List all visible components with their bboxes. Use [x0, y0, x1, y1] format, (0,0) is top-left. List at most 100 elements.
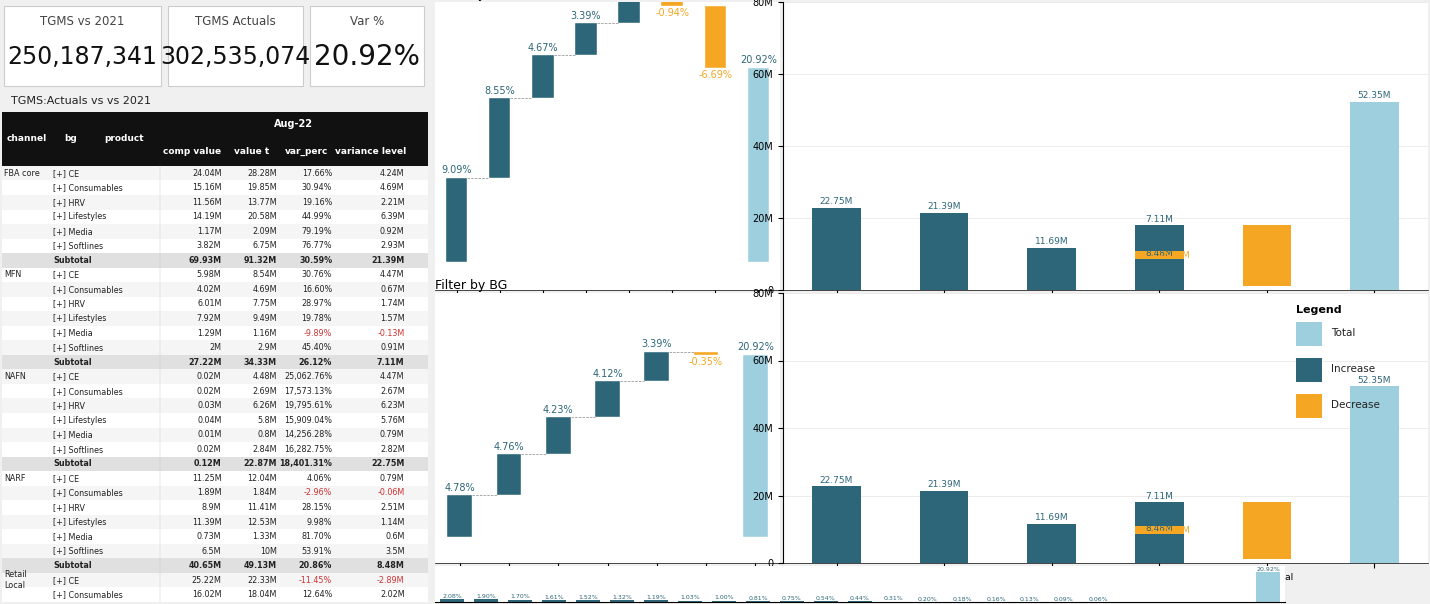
Text: 79.19%: 79.19% — [302, 227, 332, 236]
Text: 5.76M: 5.76M — [380, 416, 405, 425]
FancyBboxPatch shape — [1, 544, 428, 558]
FancyBboxPatch shape — [160, 112, 428, 137]
Text: 7.92M: 7.92M — [197, 314, 222, 323]
Text: [+] CE: [+] CE — [53, 169, 79, 178]
Text: -0.35%: -0.35% — [689, 357, 724, 367]
Text: [+] Media: [+] Media — [53, 532, 93, 541]
Text: 4.76%: 4.76% — [493, 442, 525, 452]
Text: 12.04M: 12.04M — [247, 474, 277, 483]
Bar — [744, 355, 768, 537]
Text: 28.97%: 28.97% — [302, 300, 332, 309]
Text: Subtotal: Subtotal — [53, 460, 92, 468]
Text: [+] Consumables: [+] Consumables — [53, 387, 123, 396]
Text: 17,573.13%: 17,573.13% — [285, 387, 332, 396]
Text: 45.40%: 45.40% — [302, 343, 332, 352]
Text: NARF: NARF — [4, 474, 26, 483]
FancyBboxPatch shape — [1, 399, 428, 413]
Text: 0.79M: 0.79M — [380, 474, 405, 483]
Text: 2.51M: 2.51M — [380, 503, 405, 512]
Text: 52.35M: 52.35M — [1357, 91, 1391, 100]
Text: [+] HRV: [+] HRV — [53, 198, 86, 207]
Bar — [919, 491, 968, 563]
Text: channel: channel — [6, 135, 47, 143]
Text: 7.11M: 7.11M — [1145, 214, 1173, 223]
Text: 6.01M: 6.01M — [197, 300, 222, 309]
Text: 1.57M: 1.57M — [380, 314, 405, 323]
Bar — [1135, 260, 1184, 290]
Bar — [546, 417, 571, 454]
Text: MFN: MFN — [4, 271, 21, 280]
Bar — [489, 98, 511, 178]
Text: [+] Softlines: [+] Softlines — [53, 242, 103, 250]
Bar — [1243, 503, 1291, 559]
Text: 53.91%: 53.91% — [302, 547, 332, 556]
Text: 2.93M: 2.93M — [380, 242, 405, 250]
Text: 18.04M: 18.04M — [247, 590, 277, 599]
Text: 1.74M: 1.74M — [380, 300, 405, 309]
Text: 0.81%: 0.81% — [748, 596, 768, 601]
Text: -0.13M: -0.13M — [378, 329, 405, 338]
Text: 19.85M: 19.85M — [247, 183, 277, 192]
Text: comp value: comp value — [163, 147, 220, 156]
Bar — [448, 495, 472, 537]
Text: -16.73M: -16.73M — [1248, 526, 1286, 535]
Text: Subtotal: Subtotal — [53, 561, 92, 570]
Bar — [814, 601, 838, 602]
Bar — [678, 600, 702, 602]
Text: 8.48M: 8.48M — [1145, 524, 1173, 533]
FancyBboxPatch shape — [160, 137, 428, 166]
Text: 8.48M: 8.48M — [1145, 249, 1173, 258]
Text: 91.32M: 91.32M — [243, 256, 277, 265]
Text: 4.48M: 4.48M — [252, 372, 277, 381]
Text: 1.89M: 1.89M — [197, 489, 222, 498]
Text: NAFN: NAFN — [4, 372, 26, 381]
Text: 22.75M: 22.75M — [372, 460, 405, 468]
Text: 4.06%: 4.06% — [307, 474, 332, 483]
FancyBboxPatch shape — [1, 224, 428, 239]
FancyBboxPatch shape — [1, 486, 428, 500]
Text: TGMS vs 2021: TGMS vs 2021 — [40, 15, 124, 28]
Bar — [1350, 101, 1399, 290]
Bar — [1350, 387, 1399, 563]
Text: Subtotal: Subtotal — [53, 358, 92, 367]
FancyBboxPatch shape — [1, 370, 428, 384]
Text: 30.76%: 30.76% — [302, 271, 332, 280]
Text: Var %: Var % — [350, 15, 385, 28]
Bar — [576, 600, 601, 602]
Bar — [919, 213, 968, 290]
Bar — [475, 599, 498, 602]
Text: 6.23M: 6.23M — [380, 401, 405, 410]
FancyBboxPatch shape — [1, 384, 428, 399]
Text: -16.73M: -16.73M — [1248, 251, 1286, 260]
FancyBboxPatch shape — [1, 500, 428, 515]
Text: Subtotal: Subtotal — [53, 256, 92, 265]
Text: bg: bg — [64, 135, 77, 143]
Text: 21.39M: 21.39M — [928, 480, 961, 489]
Bar — [542, 600, 566, 602]
Text: 2.02M: 2.02M — [380, 590, 405, 599]
Text: 22.87M: 22.87M — [243, 460, 277, 468]
Text: 1.19%: 1.19% — [646, 595, 666, 600]
Text: 21.39M: 21.39M — [928, 202, 961, 211]
Text: 4.78%: 4.78% — [445, 483, 475, 493]
Text: 0.67M: 0.67M — [380, 285, 405, 294]
Text: TGMS Actuals: TGMS Actuals — [194, 15, 276, 28]
Text: [+] Lifestyles: [+] Lifestyles — [53, 518, 106, 527]
Text: 0.12M: 0.12M — [193, 460, 222, 468]
Bar — [1028, 248, 1075, 290]
Text: 1.17M: 1.17M — [197, 227, 222, 236]
Text: 1.61%: 1.61% — [545, 594, 563, 600]
Text: 0.03M: 0.03M — [197, 401, 222, 410]
Text: Increase: Increase — [1331, 364, 1374, 374]
Bar — [618, 0, 639, 24]
FancyBboxPatch shape — [1, 457, 428, 471]
Text: Filter by channel: Filter by channel — [435, 0, 539, 1]
Text: 27.22M: 27.22M — [187, 358, 222, 367]
FancyBboxPatch shape — [1, 311, 428, 326]
Text: 8.48M: 8.48M — [376, 561, 405, 570]
Text: [+] CE: [+] CE — [53, 474, 79, 483]
Text: 0.6M: 0.6M — [385, 532, 405, 541]
Text: 0.44%: 0.44% — [849, 596, 869, 602]
Text: 8.55%: 8.55% — [485, 86, 515, 96]
Text: 1.32%: 1.32% — [612, 595, 632, 600]
